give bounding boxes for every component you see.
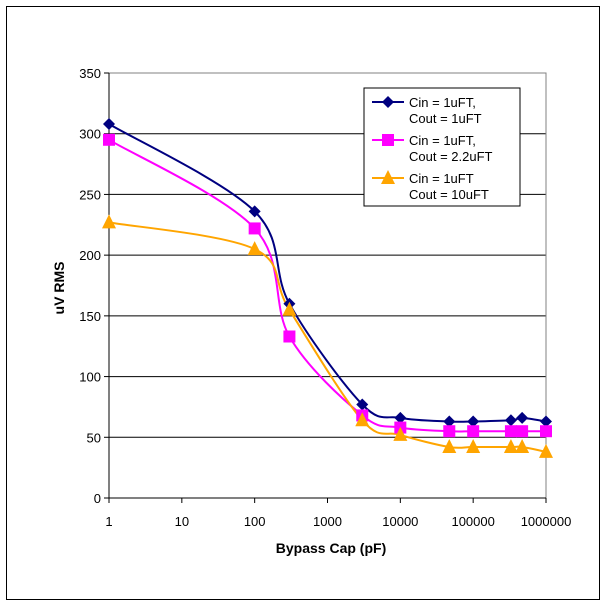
series-2-point [540, 425, 552, 438]
x-tick-label: 100000 [451, 514, 494, 529]
legend-marker-3 [381, 170, 395, 184]
y-tick-label: 0 [94, 491, 101, 506]
series-3-point [393, 426, 408, 441]
series-1-point [504, 414, 517, 427]
series-1-point [356, 398, 369, 411]
series-line-3 [108, 221, 547, 453]
y-tick-label: 300 [79, 127, 101, 142]
y-tick-label: 250 [79, 187, 101, 202]
y-tick-label: 50 [87, 430, 101, 445]
legend-label-2: Cin = 1uFT, [409, 133, 476, 148]
x-axis-title: Bypass Cap (pF) [276, 540, 386, 556]
series-2-point [103, 133, 115, 146]
x-tick-label: 1000 [313, 514, 342, 529]
series-1-point [443, 415, 456, 428]
series-2-point [283, 330, 296, 343]
x-tick-label: 100 [244, 514, 266, 529]
legend-label-1: Cout = 1uFT [409, 111, 482, 126]
series-1-point [516, 411, 529, 424]
series-1-point [248, 205, 261, 218]
y-tick-label: 150 [79, 309, 101, 324]
series-3-point [247, 241, 262, 256]
x-tick-label: 1000000 [521, 514, 572, 529]
y-tick-label: 350 [79, 66, 101, 81]
series-1-point [103, 118, 115, 130]
legend-label-3: Cin = 1uFT [409, 171, 474, 186]
series-3-point [355, 412, 370, 427]
series-2-point [248, 222, 261, 235]
series-3-point [282, 301, 297, 316]
legend-label-2: Cout = 2.2uFT [409, 149, 493, 164]
y-tick-label: 100 [79, 370, 101, 385]
y-tick-label: 200 [79, 248, 101, 263]
legend-box [363, 87, 521, 207]
series-2-point [504, 425, 517, 438]
series-2-point [467, 425, 480, 438]
x-tick-label: 10 [175, 514, 189, 529]
series-3-point [503, 439, 518, 453]
legend-label-3: Cout = 10uFT [409, 187, 489, 202]
series-1-point [394, 411, 407, 424]
legend-marker-1 [382, 96, 394, 108]
legend-marker-2 [382, 134, 394, 146]
axes [104, 72, 547, 503]
series-3-point [539, 443, 553, 458]
series-markers [102, 118, 553, 458]
series-3-point [466, 439, 481, 453]
x-tick-label: 1 [105, 514, 112, 529]
series-3-point [442, 439, 457, 453]
series-2-point [516, 425, 529, 438]
series-1-point [540, 415, 552, 428]
tick-labels: 0 50 100 150 200 250 300 350 1 10 100 1000 10000 1000… [79, 66, 571, 529]
series-3-point [515, 439, 530, 453]
legend-label-1: Cin = 1uFT, [409, 95, 476, 110]
x-tick-label: 10000 [382, 514, 418, 529]
series-2-point [443, 425, 456, 438]
series-3-point [102, 214, 116, 229]
y-axis-title: uV RMS [51, 262, 67, 315]
series-1-point [467, 415, 480, 428]
